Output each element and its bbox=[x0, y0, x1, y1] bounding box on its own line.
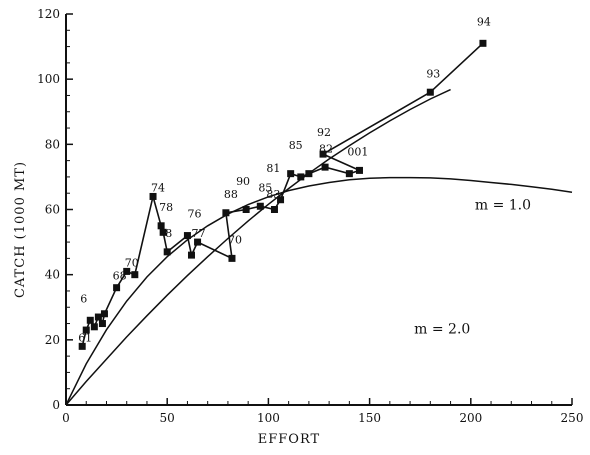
point-label: 93 bbox=[426, 67, 440, 80]
data-point-marker bbox=[113, 284, 121, 292]
y-tick-label: 0 bbox=[52, 398, 60, 412]
y-tick-label: 20 bbox=[45, 333, 60, 347]
point-label: 61 bbox=[78, 331, 92, 344]
data-point-marker bbox=[345, 170, 353, 178]
x-tick-label: 150 bbox=[358, 411, 381, 425]
point-label: 001 bbox=[347, 146, 368, 159]
x-tick-label: 100 bbox=[257, 411, 280, 425]
curve-m-1-0 bbox=[65, 176, 573, 406]
data-point-marker bbox=[287, 170, 295, 178]
data-point-marker bbox=[242, 206, 250, 213]
data-point-marker bbox=[149, 192, 157, 200]
data-point-marker bbox=[100, 310, 108, 318]
x-axis-title: EFFORT bbox=[258, 432, 320, 447]
data-point-marker bbox=[157, 222, 165, 230]
data-point-marker bbox=[277, 196, 285, 204]
data-point-marker bbox=[163, 248, 171, 256]
data-point-marker bbox=[355, 166, 363, 174]
point-label: 94 bbox=[477, 15, 491, 28]
y-tick-label: 120 bbox=[37, 7, 60, 21]
point-label: 88 bbox=[224, 188, 238, 201]
y-tick-label: 100 bbox=[37, 72, 60, 86]
point-label: 85 bbox=[289, 139, 303, 152]
x-tick-label: 50 bbox=[160, 411, 175, 425]
point-label: 68 bbox=[113, 269, 127, 282]
point-label: 6 bbox=[80, 292, 87, 305]
y-tick-label: 40 bbox=[45, 268, 60, 282]
data-point-marker bbox=[86, 316, 94, 324]
data-point-marker bbox=[131, 271, 139, 279]
x-tick-label: 0 bbox=[62, 411, 70, 425]
data-point-marker bbox=[222, 209, 230, 217]
data-point-marker bbox=[321, 163, 329, 171]
point-label: 82 bbox=[319, 142, 333, 155]
point-label: 85 bbox=[258, 181, 272, 194]
point-label: 76 bbox=[187, 208, 201, 221]
data-point-marker bbox=[479, 39, 487, 47]
point-label: 90 bbox=[236, 175, 250, 188]
x-tick-label: 200 bbox=[459, 411, 482, 425]
data-point-marker bbox=[123, 267, 131, 275]
data-point-marker bbox=[426, 88, 434, 96]
data-point-marker bbox=[90, 323, 98, 331]
observed-series bbox=[78, 39, 487, 350]
data-point-marker bbox=[82, 326, 90, 334]
data-point-marker bbox=[187, 251, 195, 259]
point-label: 77 bbox=[192, 227, 206, 240]
data-point-marker bbox=[319, 150, 327, 158]
point-label: 8 bbox=[165, 227, 172, 240]
curve-label: m = 1.0 bbox=[475, 198, 531, 214]
point-label: 70 bbox=[228, 234, 242, 247]
data-point-marker bbox=[305, 170, 313, 178]
x-tick-label: 250 bbox=[561, 411, 584, 425]
point-label: 81 bbox=[266, 162, 280, 175]
point-label: 92 bbox=[317, 126, 331, 139]
curve-m-2-0 bbox=[65, 88, 451, 406]
data-point-marker bbox=[78, 342, 86, 350]
model-curves bbox=[65, 88, 573, 406]
observed-series-line bbox=[81, 42, 484, 347]
data-point-marker bbox=[256, 202, 264, 210]
point-label: 74 bbox=[151, 181, 165, 194]
data-point-marker bbox=[98, 320, 106, 328]
point-label: 83 bbox=[266, 188, 280, 201]
data-point-marker bbox=[297, 173, 305, 181]
curve-label: m = 2.0 bbox=[414, 321, 470, 337]
axes: 0 50 100 150 200 250 0 20 40 60 80 100 120 bbox=[37, 7, 583, 425]
data-point-marker bbox=[183, 232, 191, 240]
y-axis-title: CATCH (1000 MT) bbox=[13, 161, 28, 298]
y-tick-label: 80 bbox=[45, 137, 60, 151]
point-label: 70 bbox=[125, 256, 139, 269]
data-point-marker bbox=[159, 228, 167, 236]
data-point-marker bbox=[270, 206, 278, 213]
data-point-marker bbox=[228, 254, 236, 262]
data-point-marker bbox=[194, 238, 202, 246]
point-label: 78 bbox=[159, 201, 173, 214]
data-point-marker bbox=[94, 313, 102, 321]
y-tick-label: 60 bbox=[45, 203, 60, 217]
